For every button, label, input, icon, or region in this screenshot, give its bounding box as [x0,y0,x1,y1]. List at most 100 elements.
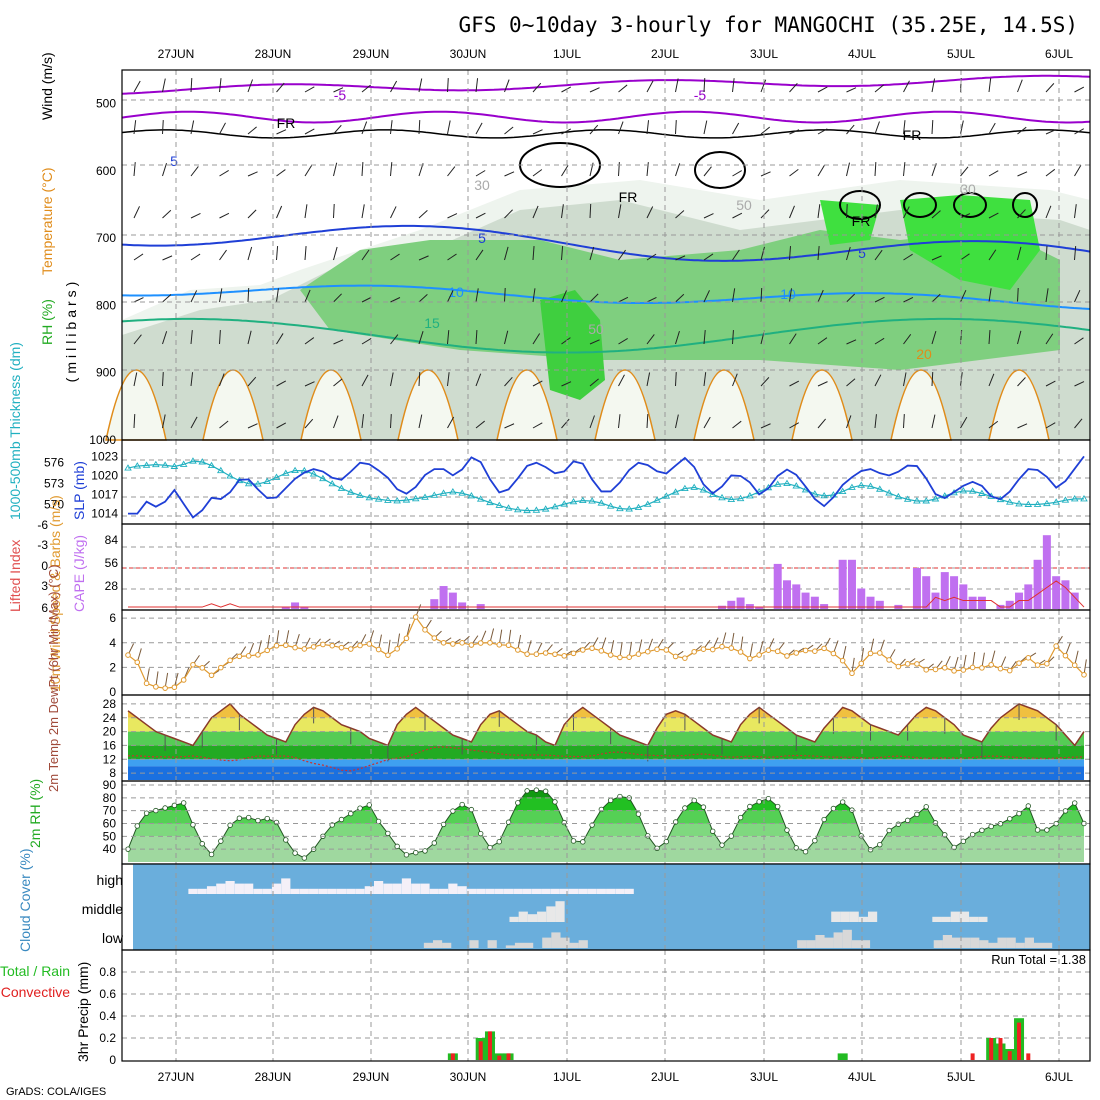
wind-speed-point [208,672,215,679]
wind-barb [703,166,712,177]
thickness-point [634,503,643,511]
wind-barb [390,414,392,429]
thickness-ylabel: 1000-500mb Thickness (dm) [7,342,23,520]
thickness-point [1043,499,1051,507]
wind-barb [504,288,506,303]
cloud-bar-high [457,886,467,894]
thickness-point [263,477,272,484]
rh-point [459,801,465,808]
wind-barb [1045,129,1056,135]
rh-point [830,805,837,812]
rh-point [663,838,670,845]
thickness-point [820,491,828,499]
cloud-bar-middle [858,916,868,922]
wind-speed-point [1006,667,1013,674]
temp-ylabel: 2m Temp 2m DewPt (6hr Min/Max) (°C) [46,565,61,792]
cloud-bar-high [336,888,347,894]
wind-speed-point [617,654,623,661]
thickness-point [393,497,401,504]
wind-barb [504,79,510,93]
wind-barb [874,337,885,345]
thickness-point [374,495,383,502]
wind-barb [561,204,564,219]
cape-bar [968,596,977,609]
wind-barb [817,418,827,429]
wind-speed-point [561,653,568,659]
wind-barb [1074,246,1077,261]
wind-barb [675,120,677,135]
day-label: 2JUL [651,47,679,61]
wind-speed-point [236,653,243,660]
wind-barb [1017,330,1022,345]
wind-speed-point [245,653,252,659]
ylabel-part: Total / Rain [0,963,70,979]
wind-barb [162,78,166,93]
wind-barb [1074,128,1085,135]
contour-label: FR [277,115,296,131]
thickness-point [978,489,986,496]
wind-speed-point [199,665,206,671]
cloud-bar-middle [546,906,556,922]
thickness-point [161,461,169,468]
wind-barb [247,79,253,93]
wind-barb [304,337,315,345]
wind-barb [874,204,878,219]
contour-label: 5 [170,153,178,169]
wind-barb [133,372,138,387]
thickness-point [504,504,513,511]
rh-point [515,800,521,806]
wind-speed-point [709,646,716,653]
cape-bar [476,604,485,609]
wind-barb [618,296,629,303]
wind-speed-point [802,647,809,654]
cloud-bar-high [624,888,634,894]
wind-barb [475,420,486,429]
cloud-bar-high [578,888,588,894]
wind-barb [903,162,906,177]
wind-speed-point [756,652,762,658]
rh-point [552,799,558,805]
wind-speed-point [505,642,512,649]
wind-barb [418,331,424,345]
wind-barb [1017,288,1019,303]
thickness-point [467,492,476,499]
thickness-point [597,499,606,506]
li-tick-label: 3 [41,579,48,593]
cloud-background [133,864,1090,950]
cloud-bar-high [392,883,402,894]
cloud-bar-low [961,937,971,948]
rh-point [979,827,985,834]
wind-speed-point [682,655,688,661]
wind-barb [504,423,515,429]
thickness-point [746,492,754,499]
rh-point [533,787,540,793]
wind-barb [418,120,421,135]
thickness-point [346,488,355,495]
wind-speed-point [765,647,772,654]
wind-barb [1017,246,1022,261]
thickness-point [643,500,652,507]
thickness-point [773,480,782,487]
wind-barb [219,330,221,345]
rh-point [450,808,456,814]
rh-point [394,843,400,850]
cloud-bar-high [355,888,365,894]
precip-tick-label: 0 [109,1053,116,1067]
thickness-point [792,482,801,489]
cape-bar [959,584,968,609]
rh-point [719,842,725,848]
wind-barb [361,338,372,345]
footer-credit: GrADS: COLA/IGES [6,1086,106,1098]
isotherm-15 [121,317,1091,354]
precip-total-bar [837,1053,848,1060]
wind-barb [190,120,195,135]
cape-bar [931,592,940,609]
wind-barb [874,296,885,303]
cloud-bar-high [606,888,616,894]
precip-ylabel: 3hr Precip (mm) [75,962,91,1062]
wind-barb [133,120,137,135]
rh-point [580,839,586,845]
ylabel: 2m Temp 2m DewPt (6hr Min/Max) (°C) [46,565,61,792]
thickness-tick-label: 570 [44,498,64,512]
